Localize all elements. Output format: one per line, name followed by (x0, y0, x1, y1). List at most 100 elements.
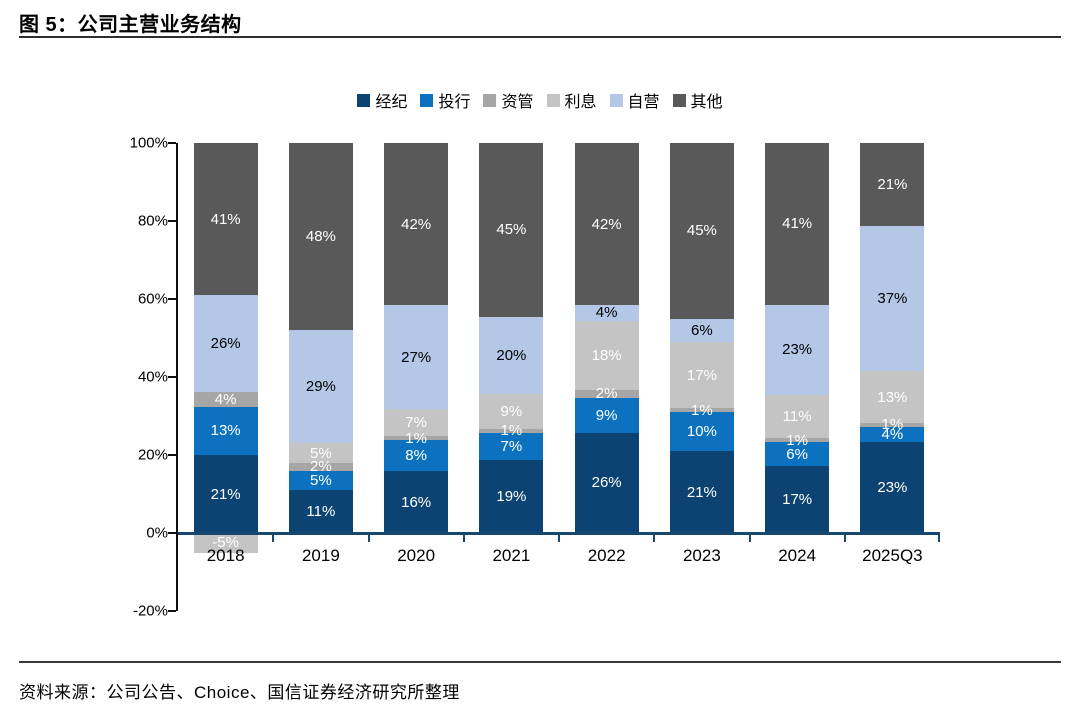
bar-segment-投行 (860, 426, 925, 443)
bar-segment-投行 (384, 440, 449, 472)
y-axis-tick-label: -20% (132, 602, 168, 620)
plot-area: 100% 80% 60% 40% 20% 0% -20% 21% 13% 4% -5% 26% 41% 2… (130, 135, 940, 620)
bar-segment-投行 (479, 432, 544, 460)
bar-segment-经纪 (669, 451, 734, 533)
bar-segment-经纪 (193, 455, 258, 533)
x-axis-tick (748, 534, 751, 542)
x-axis-tick (843, 534, 846, 542)
bar-segment-资管 (860, 422, 925, 427)
y-axis-tick (168, 610, 176, 612)
bar-segment-资管 (479, 428, 544, 433)
bar-segment-资管 (574, 390, 639, 398)
x-axis-category-label: 2021 (492, 546, 531, 565)
bar-segment-其他 (574, 143, 639, 306)
legend-label: 经纪 (375, 94, 408, 111)
bar-segment-经纪 (860, 442, 925, 533)
x-axis-category-label: 2024 (778, 546, 817, 565)
bar-segment-其他 (669, 143, 734, 319)
bar-segment-其他 (288, 143, 353, 331)
legend-item: 其他 (672, 88, 723, 112)
y-axis-tick-label: 100% (129, 134, 168, 152)
bar-segment-经纪 (288, 490, 353, 533)
bar-segment-自营 (288, 330, 353, 444)
bar-segment-利息 (860, 371, 925, 423)
bar-segment-自营 (193, 295, 258, 392)
y-axis-line (176, 143, 178, 611)
x-axis-category-label: 2019 (301, 546, 340, 565)
y-axis-tick (168, 376, 176, 378)
bar-segment-自营 (765, 304, 830, 396)
bar-segment-利息 (765, 395, 830, 439)
bar-segment-投行 (574, 397, 639, 433)
bar-segment-利息 (574, 320, 639, 391)
y-axis-tick (168, 220, 176, 222)
legend-item: 自营 (609, 88, 660, 112)
bar-segment-投行 (765, 442, 830, 467)
bar-segment-经纪 (479, 459, 544, 533)
bar-segment-自营 (574, 305, 639, 321)
bar-segment-利息 (384, 409, 449, 437)
bar-segment-自营 (860, 225, 925, 372)
bar-segment-自营 (384, 305, 449, 410)
x-axis-tick (938, 534, 940, 542)
legend-item: 投行 (420, 88, 470, 112)
title-divider (19, 36, 1061, 38)
x-axis-tick (272, 534, 275, 542)
bar-segment-经纪 (384, 471, 449, 533)
legend-label: 其他 (690, 94, 723, 111)
bar-segment-利息 (193, 533, 258, 553)
x-axis-category-label: 2020 (397, 546, 436, 565)
bar-segment-经纪 (765, 466, 830, 533)
legend-label: 利息 (564, 94, 597, 111)
bar-segment-利息 (669, 341, 734, 409)
legend-label: 投行 (438, 94, 471, 111)
source-note: 资料来源：公司公告、Choice、国信证券经济研究所整理 (19, 683, 460, 702)
x-axis-tick (558, 534, 560, 542)
bar-segment-其他 (479, 143, 544, 317)
legend-label: 自营 (627, 94, 660, 111)
legend-label: 资管 (501, 94, 534, 111)
legend-marker-icon (420, 93, 434, 107)
bar-segment-经纪 (574, 432, 639, 533)
bar-segment-投行 (193, 406, 258, 455)
y-axis-tick-label: 40% (137, 368, 168, 386)
legend-item: 利息 (546, 88, 597, 112)
x-axis-tick (367, 534, 370, 542)
bar-segment-资管 (765, 438, 830, 443)
y-axis-tick (168, 454, 176, 456)
bar-segment-投行 (669, 412, 734, 452)
x-axis-category-label: 2025Q3 (862, 546, 923, 565)
x-axis-tick (462, 534, 465, 542)
bar-segment-其他 (193, 143, 258, 296)
bar-segment-资管 (288, 462, 353, 471)
figure-title: 图 5：公司主营业务结构 (19, 14, 242, 36)
bar-segment-利息 (479, 393, 544, 429)
y-axis-tick-label: 60% (137, 290, 168, 308)
x-axis-tick (653, 534, 656, 542)
bar-segment-其他 (860, 143, 925, 226)
y-axis-tick (168, 298, 176, 300)
bar-segment-资管 (384, 436, 449, 441)
bar-segment-资管 (193, 391, 258, 407)
chart-legend: 经纪 投行 资管 利息 自营 其他 (0, 88, 1080, 112)
bar-segment-其他 (384, 143, 449, 306)
bar-segment-利息 (288, 443, 353, 463)
x-axis-baseline (178, 531, 940, 535)
y-axis-tick-label: 20% (137, 446, 168, 464)
legend-item: 经纪 (357, 88, 407, 112)
bar-segment-自营 (479, 316, 544, 394)
y-axis-tick-label: 80% (137, 212, 168, 230)
legend-marker-icon (546, 93, 560, 107)
bar-segment-投行 (288, 470, 353, 491)
bar-segment-自营 (669, 318, 734, 342)
y-axis-tick (168, 532, 176, 534)
legend-marker-icon (483, 93, 497, 107)
footer-divider (19, 661, 1061, 663)
y-axis-tick (168, 142, 176, 144)
legend-marker-icon (357, 93, 371, 107)
x-axis-category-label: 2018 (206, 546, 245, 565)
legend-marker-icon (672, 93, 686, 107)
legend-item: 资管 (483, 88, 534, 112)
bar-segment-资管 (669, 408, 734, 413)
